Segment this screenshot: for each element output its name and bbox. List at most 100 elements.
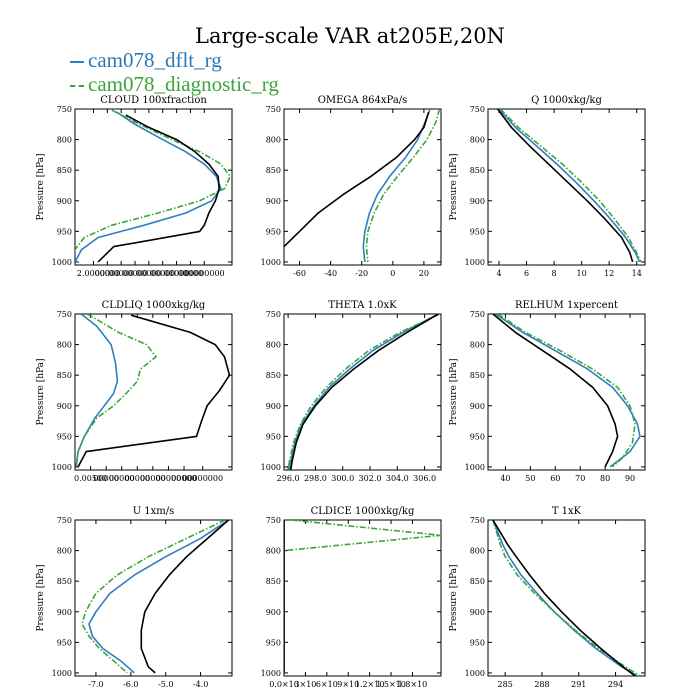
- x-tick-label: 304.0: [386, 474, 409, 483]
- series-group: [492, 520, 641, 676]
- x-tick-label: 3×10: [294, 680, 316, 689]
- x-tick-label: -6.0: [123, 680, 138, 689]
- panel-title: OMEGA 864xPa/s: [318, 95, 408, 106]
- x-tick-label: 1.2×10: [355, 680, 385, 689]
- y-tick-label: 750: [470, 310, 485, 319]
- x-tick-label: -5.0: [158, 680, 173, 689]
- series-line-reference: [97, 114, 220, 263]
- legend-line-dflt: [70, 61, 84, 64]
- y-axis-label: Pressure [hPa]: [449, 564, 459, 631]
- y-tick-label: 750: [470, 105, 485, 114]
- x-tick-label: 298.0: [304, 474, 327, 483]
- panel-title: CLDICE 1000xkg/kg: [311, 506, 415, 517]
- series-line-cam078-diagnostic-rg: [492, 520, 641, 676]
- y-tick-label: 900: [470, 608, 485, 617]
- series-group: [284, 520, 441, 673]
- panel-title: T 1xK: [552, 506, 582, 517]
- x-tick-label: 0.0×10: [269, 680, 299, 689]
- x-tick-label: 40: [500, 474, 510, 483]
- plot-frame: [283, 519, 442, 677]
- series-line-reference: [496, 109, 634, 263]
- x-tick-label: 00000: [125, 474, 150, 483]
- series-line-cam078-diagnostic-rg: [287, 314, 440, 470]
- y-tick-label: 900: [470, 197, 485, 206]
- x-tick-label: 20: [419, 269, 429, 278]
- y-tick-label: 900: [57, 402, 72, 411]
- y-tick-label: 1000: [261, 463, 281, 472]
- x-tick-label: 0: [390, 269, 395, 278]
- y-tick-label: 850: [57, 371, 72, 380]
- x-tick-label: -60: [293, 269, 306, 278]
- plot-frame: [74, 108, 233, 266]
- panel-t: T 1xK Pressure [hPa] 750 800 850 900 950 1000 28…: [449, 506, 646, 689]
- x-tick-label: 6: [524, 269, 529, 278]
- x-tick-label: 00000: [164, 269, 189, 278]
- x-tick-label: 12: [604, 269, 614, 278]
- series-line-cam078-dflt-rg: [288, 314, 439, 470]
- series-line-cam078-diagnostic-rg: [284, 520, 441, 673]
- y-tick-label: 750: [57, 516, 72, 525]
- plot-frame: [487, 313, 646, 471]
- y-tick-label: 750: [57, 310, 72, 319]
- series-line-cam078-diagnostic-rg: [75, 314, 157, 467]
- y-tick-label: 900: [266, 402, 281, 411]
- x-tick-label: 0.00500: [74, 474, 107, 483]
- series-line-reference: [492, 314, 619, 468]
- y-tick-label: 950: [266, 432, 281, 441]
- plot-frame: [74, 313, 233, 471]
- y-tick-label: 900: [266, 197, 281, 206]
- x-tick-label: 00000: [178, 269, 203, 278]
- series-line-cam078-dflt-rg: [75, 111, 222, 263]
- panel-cldliq: CLDLIQ 1000xkg/kg Pressure [hPa] 750 800 850…: [36, 300, 233, 483]
- y-tick-label: 1000: [52, 463, 72, 472]
- series-line-reference: [77, 314, 231, 468]
- x-tick-label: 1.5×10: [376, 680, 406, 689]
- y-tick-label: 900: [470, 402, 485, 411]
- x-tick-label: 294: [608, 680, 623, 689]
- legend-line-diagnostic: [70, 85, 84, 88]
- x-tick-label: 00000: [150, 269, 175, 278]
- y-axis-label: Pressure [hPa]: [36, 564, 46, 631]
- y-axis-label: Pressure [hPa]: [36, 358, 46, 425]
- y-tick-label: 1000: [261, 669, 281, 678]
- series-line-cam078-dflt-rg: [495, 314, 641, 468]
- x-tick-label: 300.0: [331, 474, 354, 483]
- y-tick-label: 750: [266, 105, 281, 114]
- x-tick-label: 291: [571, 680, 586, 689]
- series-line-reference: [284, 111, 430, 248]
- series-group: [81, 520, 230, 674]
- y-tick-label: 850: [57, 166, 72, 175]
- panel-title: CLDLIQ 1000xkg/kg: [102, 300, 206, 311]
- series-line-cam078-dflt-rg: [88, 520, 229, 674]
- y-tick-label: 900: [57, 608, 72, 617]
- y-tick-label: 750: [266, 310, 281, 319]
- y-tick-label: 950: [57, 638, 72, 647]
- legend-entry-diagnostic: cam078_diagnostic_rg: [70, 72, 279, 97]
- panel-title: U 1xm/s: [133, 506, 175, 517]
- x-tick-label: 6×10: [316, 680, 338, 689]
- x-tick-label: 70: [575, 474, 585, 483]
- x-tick-label: 00000000: [184, 269, 225, 278]
- x-tick-label: 00000: [109, 474, 134, 483]
- x-tick-label: 288: [534, 680, 549, 689]
- figure-title: Large-scale VAR at205E,20N: [195, 24, 505, 48]
- series-line-cam078-diagnostic-rg: [365, 109, 441, 262]
- x-tick-label: 00000: [171, 474, 196, 483]
- panel-q: Q 1000xkg/kg Pressure [hPa] 750 800 850 900 95…: [449, 95, 646, 278]
- y-tick-label: 850: [266, 577, 281, 586]
- y-tick-label: 950: [470, 227, 485, 236]
- panel-cloud: CLOUD 100xfraction Pressure [hPa] 750 800 85…: [36, 95, 233, 278]
- y-tick-label: 800: [470, 547, 485, 556]
- y-tick-label: 1000: [465, 258, 485, 267]
- series-line-cam078-dflt-rg: [492, 520, 639, 676]
- y-tick-label: 850: [266, 166, 281, 175]
- y-tick-label: 1000: [465, 463, 485, 472]
- y-axis-label: Pressure [hPa]: [36, 153, 46, 220]
- panel-title: RELHUM 1xpercent: [515, 300, 618, 311]
- y-tick-label: 850: [470, 371, 485, 380]
- y-tick-label: 900: [57, 197, 72, 206]
- x-tick-label: 80: [600, 474, 610, 483]
- y-tick-label: 800: [266, 547, 281, 556]
- y-axis-label: Pressure [hPa]: [449, 153, 459, 220]
